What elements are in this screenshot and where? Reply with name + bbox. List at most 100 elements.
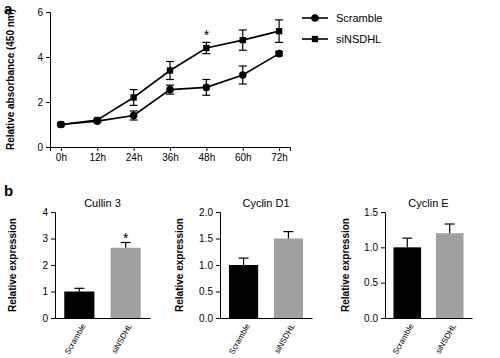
marker xyxy=(58,121,64,127)
x-axis: Scramble siNSDHL xyxy=(221,318,313,356)
error-bar-cap xyxy=(166,85,174,86)
series-line xyxy=(61,31,279,124)
marker xyxy=(167,67,173,73)
y-tick-label: 4 xyxy=(42,207,48,218)
error-bar xyxy=(283,232,293,239)
y-tick: 0.0 xyxy=(364,313,385,324)
y-axis-line xyxy=(216,213,221,319)
error-bar-cap xyxy=(283,231,293,232)
y-tick: 0.5 xyxy=(199,286,220,297)
x-tick: Scramble xyxy=(227,318,252,356)
marker xyxy=(130,112,138,120)
error-bar xyxy=(402,238,412,247)
legend-marker xyxy=(311,14,319,22)
x-axis: 0h12h24h36h48h60h72h xyxy=(51,147,291,163)
bar xyxy=(436,233,464,318)
error-bar-cap xyxy=(130,105,138,106)
x-tick-label: 0h xyxy=(56,152,67,163)
x-tick: 24h xyxy=(126,147,143,163)
legend-label: siNSDHL xyxy=(336,33,381,45)
y-axis: 0.0 0.5 1.0 1.5 xyxy=(364,207,385,324)
x-tick: siNSDHL xyxy=(273,318,298,355)
x-tick-label: 48h xyxy=(199,152,216,163)
y-axis-label: Relative expression xyxy=(7,218,18,312)
x-axis: ScramblesiNSDHL xyxy=(56,318,151,356)
y-tick-label: 0 xyxy=(37,142,43,153)
error-bar xyxy=(445,224,455,233)
marker xyxy=(203,84,211,92)
annotation: * xyxy=(204,27,210,43)
y-axis-label: Relative absorbance (450 nm) xyxy=(5,9,16,150)
figure: 0246Relative absorbance (450 nm)0h12h24h… xyxy=(0,0,500,358)
marker xyxy=(240,37,246,43)
y-tick: 0.5 xyxy=(364,277,385,288)
y-tick-label: 0.5 xyxy=(364,277,378,288)
x-tick: 36h xyxy=(162,147,179,163)
x-axis: ScramblesiNSDHL xyxy=(386,318,473,356)
y-tick-mark xyxy=(381,283,385,284)
x-tick-mark xyxy=(134,147,135,151)
x-tick-mark xyxy=(170,147,171,151)
error-bar-cap xyxy=(402,238,412,239)
y-tick: 1.0 xyxy=(199,260,220,271)
y-tick: 1 xyxy=(42,286,55,297)
y-axis-line xyxy=(51,213,56,319)
plot-area xyxy=(393,224,463,318)
y-tick-label: 1.5 xyxy=(199,233,213,244)
bar xyxy=(393,247,421,318)
bar-chart: 0.00.51.01.52.0Relative expressionScramb… xyxy=(174,197,313,356)
error-bar xyxy=(239,66,247,84)
y-tick-mark xyxy=(51,265,55,266)
error-bar-cap xyxy=(445,223,455,224)
bar xyxy=(229,265,258,318)
error-bar-cap xyxy=(130,110,138,111)
error-bar-cap xyxy=(166,79,174,80)
error-bar xyxy=(74,288,84,291)
y-tick: 1.5 xyxy=(364,207,385,218)
error-bar xyxy=(130,90,138,106)
error-bar-stem xyxy=(407,238,408,247)
y-tick: 0 xyxy=(42,313,55,324)
chart-title: Cyclin D1 xyxy=(242,197,289,209)
y-axis-label: Relative expression xyxy=(174,218,185,312)
y-tick: 4 xyxy=(42,207,55,218)
marker xyxy=(239,71,247,79)
y-axis: 0.00.51.01.52.0 xyxy=(199,207,220,324)
x-tick: siNSDHL xyxy=(434,318,459,355)
marker xyxy=(94,117,100,123)
error-bar-stem xyxy=(449,224,450,233)
error-bar-cap xyxy=(202,53,210,54)
x-tick-label: 72h xyxy=(271,152,288,163)
x-axis-line xyxy=(56,318,151,319)
y-tick-mark xyxy=(46,12,50,13)
x-axis-line xyxy=(221,318,313,319)
error-bar-stem xyxy=(243,258,244,265)
bar-chart: 0.00.51.01.5Relative expressionScrambles… xyxy=(340,197,473,356)
y-tick-mark xyxy=(216,292,220,293)
x-tick-mark xyxy=(243,147,244,151)
chart-title: Cullin 3 xyxy=(84,197,121,209)
bar-chart: 01234Relative expressionScramblesiNSDHLC… xyxy=(4,182,151,356)
legend-label: Scramble xyxy=(336,12,382,24)
x-tick-mark xyxy=(61,147,62,151)
y-tick-mark xyxy=(46,57,50,58)
line-chart: 0246Relative absorbance (450 nm)0h12h24h… xyxy=(4,0,382,163)
error-bar-cap xyxy=(202,95,210,96)
y-tick: 0.0 xyxy=(199,313,220,324)
y-tick-label: 1 xyxy=(42,286,48,297)
x-tick: siNSDHL xyxy=(110,318,135,355)
y-tick-label: 0.0 xyxy=(199,313,213,324)
error-bar xyxy=(166,85,174,94)
plot-area xyxy=(64,242,140,318)
y-axis-line xyxy=(46,13,51,148)
y-tick-mark xyxy=(381,247,385,248)
y-tick-label: 0.0 xyxy=(364,313,378,324)
y-tick: 6 xyxy=(37,7,50,18)
y-tick: 1.0 xyxy=(364,242,385,253)
y-axis: 0246 xyxy=(37,7,50,153)
y-tick: 2 xyxy=(37,97,50,108)
y-tick-mark xyxy=(216,265,220,266)
error-bar-cap xyxy=(202,79,210,80)
legend-marker xyxy=(312,36,318,42)
x-tick-label: siNSDHL xyxy=(434,322,459,355)
